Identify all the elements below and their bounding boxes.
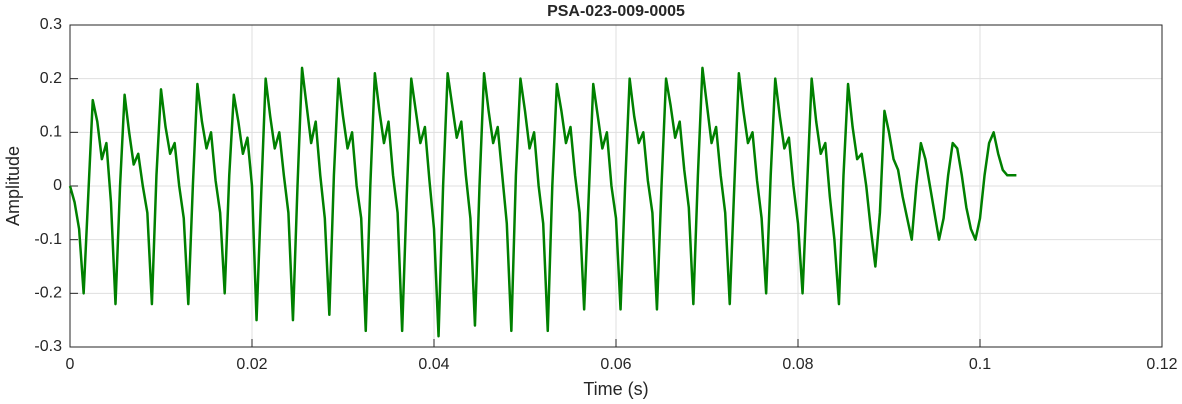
y-tick-label: 0 bbox=[53, 177, 62, 194]
y-tick-label: -0.1 bbox=[34, 231, 62, 248]
y-tick-label: 0.3 bbox=[40, 16, 62, 33]
y-axis-label: Amplitude bbox=[3, 146, 23, 226]
x-axis-label: Time (s) bbox=[583, 379, 648, 399]
y-tick-label: 0.1 bbox=[40, 124, 62, 141]
x-tick-label: 0.1 bbox=[969, 356, 991, 373]
chart-title: PSA-023-009-0005 bbox=[547, 3, 685, 20]
x-tick-label: 0.08 bbox=[782, 356, 813, 373]
x-tick-label: 0 bbox=[66, 356, 75, 373]
x-tick-label: 0.06 bbox=[600, 356, 631, 373]
x-tick-label: 0.12 bbox=[1146, 356, 1177, 373]
y-tick-label: -0.3 bbox=[34, 338, 62, 355]
x-tick-label: 0.02 bbox=[236, 356, 267, 373]
y-tick-label: -0.2 bbox=[34, 285, 62, 302]
y-tick-label: 0.2 bbox=[40, 70, 62, 87]
waveform-line bbox=[68, 66, 1017, 338]
x-tick-label: 0.04 bbox=[418, 356, 449, 373]
